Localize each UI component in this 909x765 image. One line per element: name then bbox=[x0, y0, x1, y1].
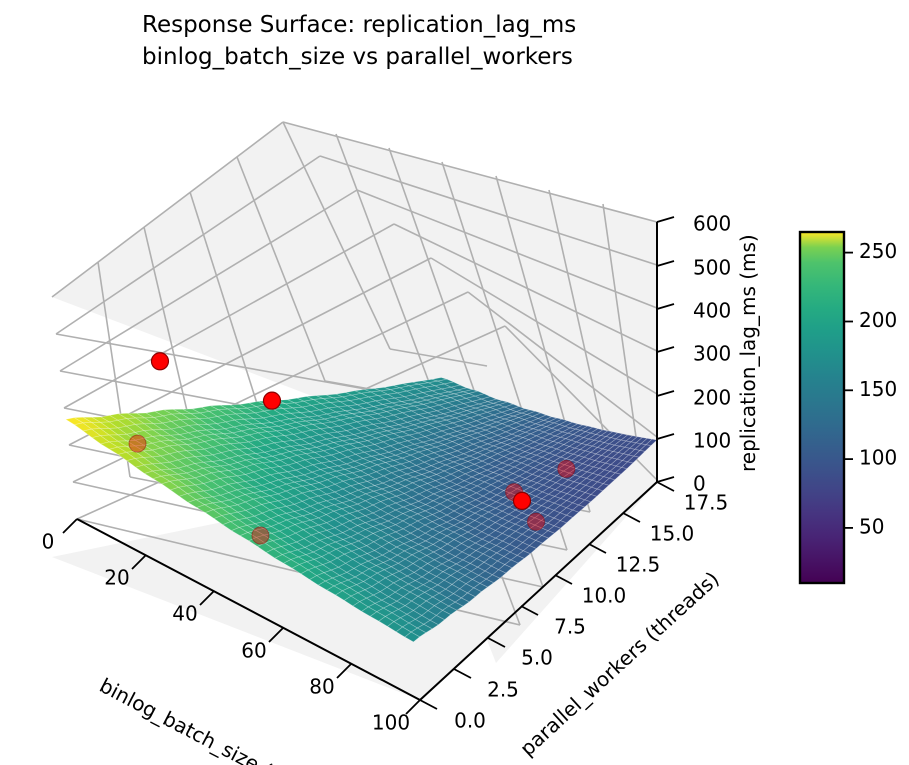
y-axis-ticks bbox=[419, 481, 675, 710]
surface-patch bbox=[429, 614, 446, 626]
tick-label: 12.5 bbox=[616, 553, 661, 577]
tick-label: 50 bbox=[859, 514, 884, 538]
z-axis-title: replication_lag_ms (ms) bbox=[736, 234, 760, 472]
tick-label: 100 bbox=[372, 711, 410, 735]
tick-label: 5.0 bbox=[521, 646, 553, 670]
surface-patch bbox=[608, 472, 622, 481]
tick-label: 200 bbox=[693, 386, 731, 410]
scatter-point bbox=[557, 459, 576, 478]
y-tick-labels: 0.02.55.07.5 10.0 12.5 15.0 17.5 bbox=[454, 491, 728, 733]
surface-patch bbox=[547, 525, 562, 534]
surface-patch bbox=[479, 578, 495, 588]
tick-label: 40 bbox=[172, 602, 197, 626]
tick-label: 60 bbox=[241, 639, 266, 663]
surface-patch bbox=[404, 631, 421, 643]
tick-label: 300 bbox=[693, 342, 731, 366]
tick-label: 100 bbox=[859, 446, 897, 470]
tick-label: 600 bbox=[693, 212, 731, 236]
z-axis-ticks bbox=[656, 216, 675, 483]
tick-label: 17.5 bbox=[684, 491, 729, 515]
tick-label: 2.5 bbox=[487, 678, 519, 702]
axes-spines bbox=[62, 216, 675, 715]
figure-title-line1: Response Surface: replication_lag_ms bbox=[142, 12, 576, 38]
scatter-points-visible bbox=[150, 352, 532, 510]
scatter-points-occluded bbox=[128, 434, 576, 545]
tick-label: 7.5 bbox=[554, 615, 586, 639]
tick-label: 10.0 bbox=[582, 584, 627, 608]
surface-patch bbox=[510, 555, 525, 564]
colorbar-ticks bbox=[844, 251, 853, 529]
tick-label: 0.0 bbox=[454, 709, 486, 733]
tick-label: 20 bbox=[104, 566, 129, 590]
response-surface bbox=[64, 377, 658, 643]
surface-patch bbox=[410, 627, 427, 638]
x-tick-labels: 0 20 40 60 80 100 bbox=[42, 530, 410, 735]
scatter-point bbox=[262, 391, 282, 410]
tick-label: 500 bbox=[693, 256, 731, 280]
surface-patch bbox=[416, 623, 433, 634]
scatter-point bbox=[512, 491, 532, 510]
surface-patch bbox=[596, 483, 610, 492]
tick-label: 15.0 bbox=[650, 522, 695, 546]
surface-patch bbox=[491, 569, 507, 579]
tick-label: 0 bbox=[42, 530, 55, 554]
surface-patch bbox=[590, 488, 604, 497]
scatter-point bbox=[251, 526, 270, 545]
figure-title-line2: binlog_batch_size vs parallel_workers bbox=[142, 44, 573, 70]
y-axis-spine bbox=[419, 481, 658, 701]
x-axis-ticks bbox=[62, 518, 421, 715]
x-axis-title: binlog_batch_size (txns) bbox=[96, 673, 321, 765]
colorbar-frame bbox=[798, 230, 846, 585]
tick-label: 200 bbox=[859, 308, 897, 332]
colorbar-tick-labels: 50 100 150 200 250 bbox=[859, 239, 897, 538]
tick-label: 0 bbox=[693, 472, 706, 496]
tick-label: 100 bbox=[693, 429, 731, 453]
surface-patch bbox=[466, 587, 483, 598]
colorbar-gradient bbox=[800, 232, 844, 583]
surface-patch bbox=[571, 504, 586, 513]
z-tick-labels: 0 100 200 300 400 500 600 bbox=[693, 212, 731, 496]
surface-patch bbox=[435, 609, 452, 621]
surface-patch bbox=[454, 597, 470, 607]
x-axis-spine bbox=[76, 518, 421, 701]
tick-label: 80 bbox=[309, 675, 334, 699]
scatter-point bbox=[128, 434, 147, 453]
tick-label: 250 bbox=[859, 239, 897, 263]
surface-patch bbox=[522, 545, 537, 555]
surface-patch bbox=[577, 499, 592, 508]
surface-patch bbox=[448, 601, 464, 611]
surface-patch bbox=[473, 583, 489, 593]
tick-label: 400 bbox=[693, 299, 731, 323]
surface-patch bbox=[559, 514, 574, 524]
scatter-point bbox=[150, 352, 170, 371]
scatter-point bbox=[527, 512, 546, 531]
colorbar: 50 100 150 200 250 bbox=[798, 230, 897, 585]
tick-label: 150 bbox=[859, 377, 897, 401]
